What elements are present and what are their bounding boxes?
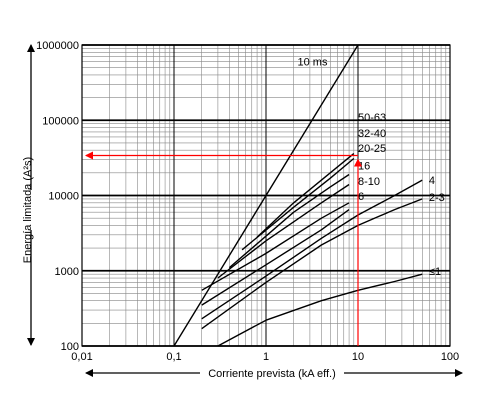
x-tick-labels: 0,01 0,1 1 10 100 — [71, 351, 459, 363]
series-line — [202, 180, 423, 319]
x-tick-label: 100 — [441, 351, 459, 363]
series-label: ≤1 — [429, 266, 441, 278]
series-8-10: 8-10 — [202, 176, 380, 290]
y-tick-label: 1000000 — [36, 40, 79, 52]
series-label: 8-10 — [358, 176, 380, 188]
series-line — [202, 203, 349, 290]
series-label: 4 — [429, 175, 435, 187]
series-label: 16 — [358, 161, 370, 173]
series-line — [202, 210, 349, 306]
series-16: 16 — [218, 161, 370, 278]
x-axis-label: Corriente prevista (kA eff.) — [208, 368, 336, 380]
x-tick-label: 0,1 — [166, 351, 181, 363]
series-label: 6 — [358, 191, 364, 203]
series-label: 32-40 — [358, 128, 386, 140]
series-line — [229, 175, 349, 268]
x-tick-label: 10 — [352, 351, 364, 363]
x-tick-label: 1 — [263, 351, 269, 363]
y-tick-label: 10000 — [48, 191, 79, 203]
y-tick-label: 1000 — [55, 266, 79, 278]
series-label: 2-3 — [429, 192, 445, 204]
series-label: 10 ms — [298, 57, 328, 69]
series-label: 20-25 — [358, 143, 386, 155]
y-axis-label: Energía limitada (A²s) — [22, 157, 34, 263]
y-tick-label: 100 — [61, 341, 79, 353]
y-tick-labels: 100 1000 10000 100000 1000000 — [36, 40, 79, 353]
y-tick-label: 100000 — [42, 115, 79, 127]
series-label: 50-63 — [358, 112, 386, 124]
